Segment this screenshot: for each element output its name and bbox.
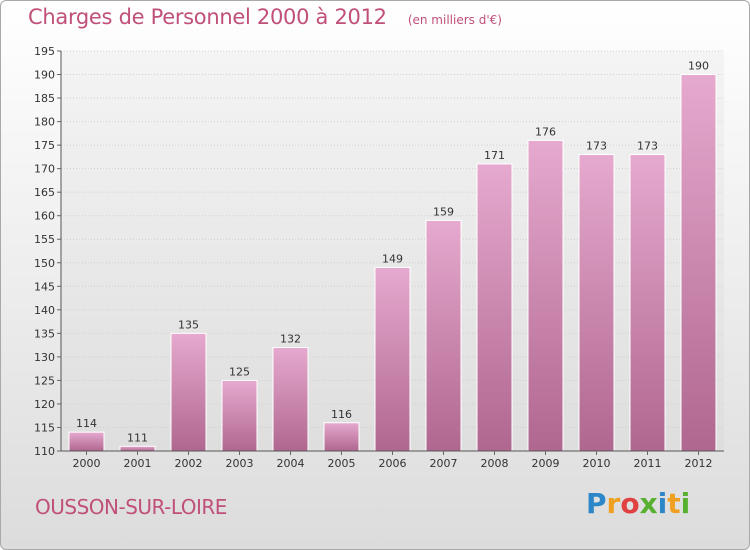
y-tick-label: 195 (34, 45, 55, 58)
logo-letter: r (606, 487, 621, 520)
logo-letter: x (639, 487, 658, 520)
bar (476, 163, 513, 452)
y-tick-label: 155 (34, 233, 55, 246)
bar (119, 445, 156, 452)
bar (629, 154, 666, 452)
y-tick-label: 110 (34, 445, 55, 458)
commune-name: OUSSON-SUR-LOIRE (35, 495, 227, 519)
x-tick-label: 2009 (532, 457, 560, 470)
logo-letter: i (680, 487, 691, 520)
bar (221, 379, 258, 452)
title-row: Charges de Personnel 2000 à 2012 (en mil… (28, 5, 502, 29)
x-tick-label: 2004 (277, 457, 305, 470)
x-tick-label: 2002 (175, 457, 203, 470)
bar (680, 74, 717, 452)
data-label: 173 (637, 140, 658, 153)
data-label: 173 (586, 140, 607, 153)
bar (170, 332, 207, 452)
data-label: 159 (433, 205, 454, 218)
logo-letter: t (667, 487, 681, 520)
y-tick-label: 160 (34, 210, 55, 223)
bar (527, 139, 564, 452)
x-tick-label: 2008 (481, 457, 509, 470)
x-tick-label: 2001 (124, 457, 152, 470)
y-tick-label: 125 (34, 374, 55, 387)
logo-letter: P (586, 487, 607, 520)
x-tick-label: 2006 (379, 457, 407, 470)
logo-letter: o (620, 487, 640, 520)
bar (272, 346, 309, 452)
data-label: 149 (382, 252, 403, 265)
data-label: 114 (76, 417, 97, 430)
y-tick-label: 185 (34, 92, 55, 105)
y-tick-label: 135 (34, 327, 55, 340)
bars: 114 111 135 125 132 116 149 159 171 176 173 173 190 (68, 60, 717, 452)
chart-unit: (en milliers d'€) (407, 13, 502, 27)
y-tick-label: 120 (34, 398, 55, 411)
data-label: 171 (484, 149, 505, 162)
x-tick-label: 2003 (226, 457, 254, 470)
x-tick-label: 2000 (73, 457, 101, 470)
data-label: 135 (178, 318, 199, 331)
y-tick-label: 190 (34, 69, 55, 82)
bar (425, 219, 462, 452)
y-tick-label: 145 (34, 280, 55, 293)
x-tick-label: 2012 (685, 457, 713, 470)
y-tick-label: 165 (34, 186, 55, 199)
logo-letter: i (657, 487, 668, 520)
data-label: 132 (280, 332, 301, 345)
y-tick-label: 170 (34, 163, 55, 176)
y-tick-label: 180 (34, 116, 55, 129)
data-label: 190 (688, 60, 709, 73)
data-label: 125 (229, 365, 250, 378)
x-tick-label: 2010 (583, 457, 611, 470)
x-tick-label: 2011 (634, 457, 662, 470)
x-tick-label: 2007 (430, 457, 458, 470)
y-tick-label: 150 (34, 257, 55, 270)
data-label: 116 (331, 408, 352, 421)
chart-title: Charges de Personnel 2000 à 2012 (28, 5, 387, 29)
bar (68, 431, 105, 452)
y-tick-label: 175 (34, 139, 55, 152)
bar (374, 266, 411, 452)
y-tick-label: 140 (34, 304, 55, 317)
bar (323, 422, 360, 452)
y-tick-label: 130 (34, 351, 55, 364)
y-tick-label: 115 (34, 421, 55, 434)
data-label: 111 (127, 431, 148, 444)
proxiti-logo: Proxiti (586, 487, 690, 520)
x-tick-label: 2005 (328, 457, 356, 470)
axes: 110 115 120 125 130 135 140 145 150 155 160 165 170 1… (34, 45, 724, 470)
bar (578, 154, 615, 452)
data-label: 176 (535, 125, 556, 138)
